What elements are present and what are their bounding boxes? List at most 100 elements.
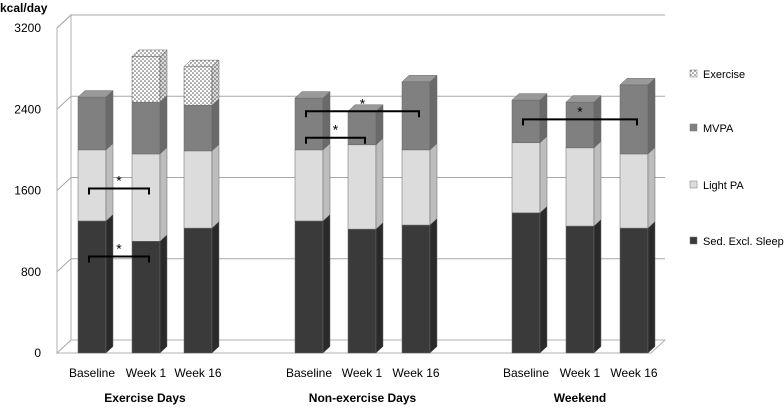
x-tick-label: Baseline — [286, 366, 332, 380]
x-tick-label: Week 1 — [342, 366, 383, 380]
bar-segment-mvpa — [565, 101, 595, 149]
bar-segment-light-pa — [183, 150, 213, 229]
bar-segment-light-pa — [511, 142, 541, 214]
bar-segment-light-pa — [131, 153, 161, 242]
bar-top — [77, 90, 114, 98]
bar-top — [183, 59, 220, 67]
bar-side-mvpa — [322, 91, 331, 151]
bar-side-sed-excl-sleep — [211, 221, 220, 354]
bar-segment-light-pa — [347, 144, 377, 230]
bar-top — [619, 78, 656, 86]
legend-swatch-light-pa — [689, 180, 698, 189]
bar-side-mvpa — [647, 77, 656, 155]
legend-label-mvpa: MVPA — [703, 123, 734, 135]
bar-segment-sed-excl-sleep — [183, 227, 213, 354]
bar-side-light-pa — [539, 135, 548, 214]
gridline — [56, 95, 665, 110]
bar-segment-sed-excl-sleep — [294, 220, 324, 354]
bar-segment-sed-excl-sleep — [347, 228, 377, 354]
bar-side-mvpa — [159, 95, 168, 155]
x-tick-label: Week 16 — [610, 366, 657, 380]
bar-segment-light-pa — [565, 147, 595, 227]
bar-side-mvpa — [593, 95, 602, 149]
group-label: Weekend — [554, 391, 606, 405]
bar-side-light-pa — [211, 143, 220, 229]
bar-side-sed-excl-sleep — [375, 222, 384, 354]
bar-side-light-pa — [105, 142, 114, 222]
bar-side-light-pa — [647, 146, 656, 229]
bar-segment-light-pa — [619, 153, 649, 229]
bar-side-exercise — [211, 59, 220, 106]
bar-side-mvpa — [211, 98, 220, 152]
significance-marker: * — [360, 95, 366, 111]
bar-side-sed-excl-sleep — [322, 213, 331, 354]
legend-swatch-mvpa — [689, 123, 698, 132]
legend-swatch-exercise — [689, 69, 698, 78]
gridline — [56, 177, 665, 191]
bar-side-sed-excl-sleep — [105, 213, 114, 354]
legend-label-sed-excl-sleep: Sed. Excl. Sleep — [703, 236, 784, 248]
significance-bracket — [88, 255, 150, 263]
bar-side-light-pa — [375, 137, 384, 230]
legend-label-exercise: Exercise — [703, 69, 745, 81]
bar-segment-mvpa — [77, 96, 107, 151]
legend-swatch-sed-excl-sleep — [689, 236, 698, 245]
bar-segment-exercise — [183, 66, 213, 106]
bar-side-sed-excl-sleep — [539, 205, 548, 354]
x-tick-label: Week 1 — [560, 366, 601, 380]
group-label: Exercise Days — [104, 391, 186, 405]
bar-segment-sed-excl-sleep — [401, 224, 431, 354]
x-tick-label: Week 16 — [174, 366, 221, 380]
bar-top — [401, 75, 438, 83]
bar-segment-mvpa — [183, 104, 213, 152]
bar-segment-sed-excl-sleep — [131, 241, 161, 354]
y-tick-label: 0 — [34, 346, 41, 360]
bars-layer — [77, 49, 656, 354]
significance-marker: * — [577, 103, 583, 119]
bar-side-mvpa — [539, 93, 548, 144]
bar-segment-light-pa — [401, 149, 431, 226]
bar-side-sed-excl-sleep — [647, 221, 656, 354]
x-tick-label: Baseline — [503, 366, 549, 380]
y-tick-label: 800 — [21, 265, 41, 279]
x-tick-label: Week 1 — [126, 366, 167, 380]
bar-side-light-pa — [159, 146, 168, 242]
legend-label-light-pa: Light PA — [703, 180, 744, 192]
bar-side-sed-excl-sleep — [593, 218, 602, 354]
bar-segment-exercise — [131, 56, 161, 103]
bar-side-exercise — [159, 49, 168, 103]
y-tick-label: 3200 — [14, 21, 41, 35]
bar-segment-sed-excl-sleep — [511, 212, 541, 354]
significance-bracket — [88, 187, 150, 195]
significance-marker: * — [116, 172, 122, 188]
bar-side-mvpa — [105, 89, 114, 151]
bar-top — [131, 49, 168, 57]
bar-top — [565, 95, 602, 103]
group-label: Non-exercise Days — [309, 391, 417, 405]
gridline — [56, 258, 665, 273]
significance-bracket — [305, 136, 366, 144]
significance-marker: * — [333, 122, 339, 138]
significance-bracket — [305, 110, 420, 118]
bar-side-light-pa — [593, 140, 602, 227]
bar-side-light-pa — [322, 142, 331, 222]
significance-marker: * — [116, 241, 122, 257]
axis-labels-layer: 0 800 1600 2400 3200 kcal/day Baseline Week 1 We… — [0, 1, 658, 405]
bar-side-light-pa — [429, 142, 438, 226]
bar-segment-light-pa — [77, 149, 107, 222]
bar-segment-mvpa — [131, 101, 161, 155]
bar-segment-sed-excl-sleep — [565, 225, 595, 354]
significance-bracket — [522, 118, 638, 126]
x-tick-label: Week 16 — [392, 366, 439, 380]
bar-top — [294, 91, 331, 99]
legend: Exercise MVPA Light PA Sed. Excl. Sleep — [689, 69, 784, 248]
bar-segment-light-pa — [294, 149, 324, 222]
gridline — [56, 14, 665, 29]
bar-segment-mvpa — [294, 97, 324, 151]
x-tick-label: Baseline — [69, 366, 115, 380]
y-tick-label: 2400 — [14, 102, 41, 116]
y-axis-title: kcal/day — [0, 1, 48, 15]
bar-side-mvpa — [429, 74, 438, 151]
bar-top — [511, 93, 548, 101]
